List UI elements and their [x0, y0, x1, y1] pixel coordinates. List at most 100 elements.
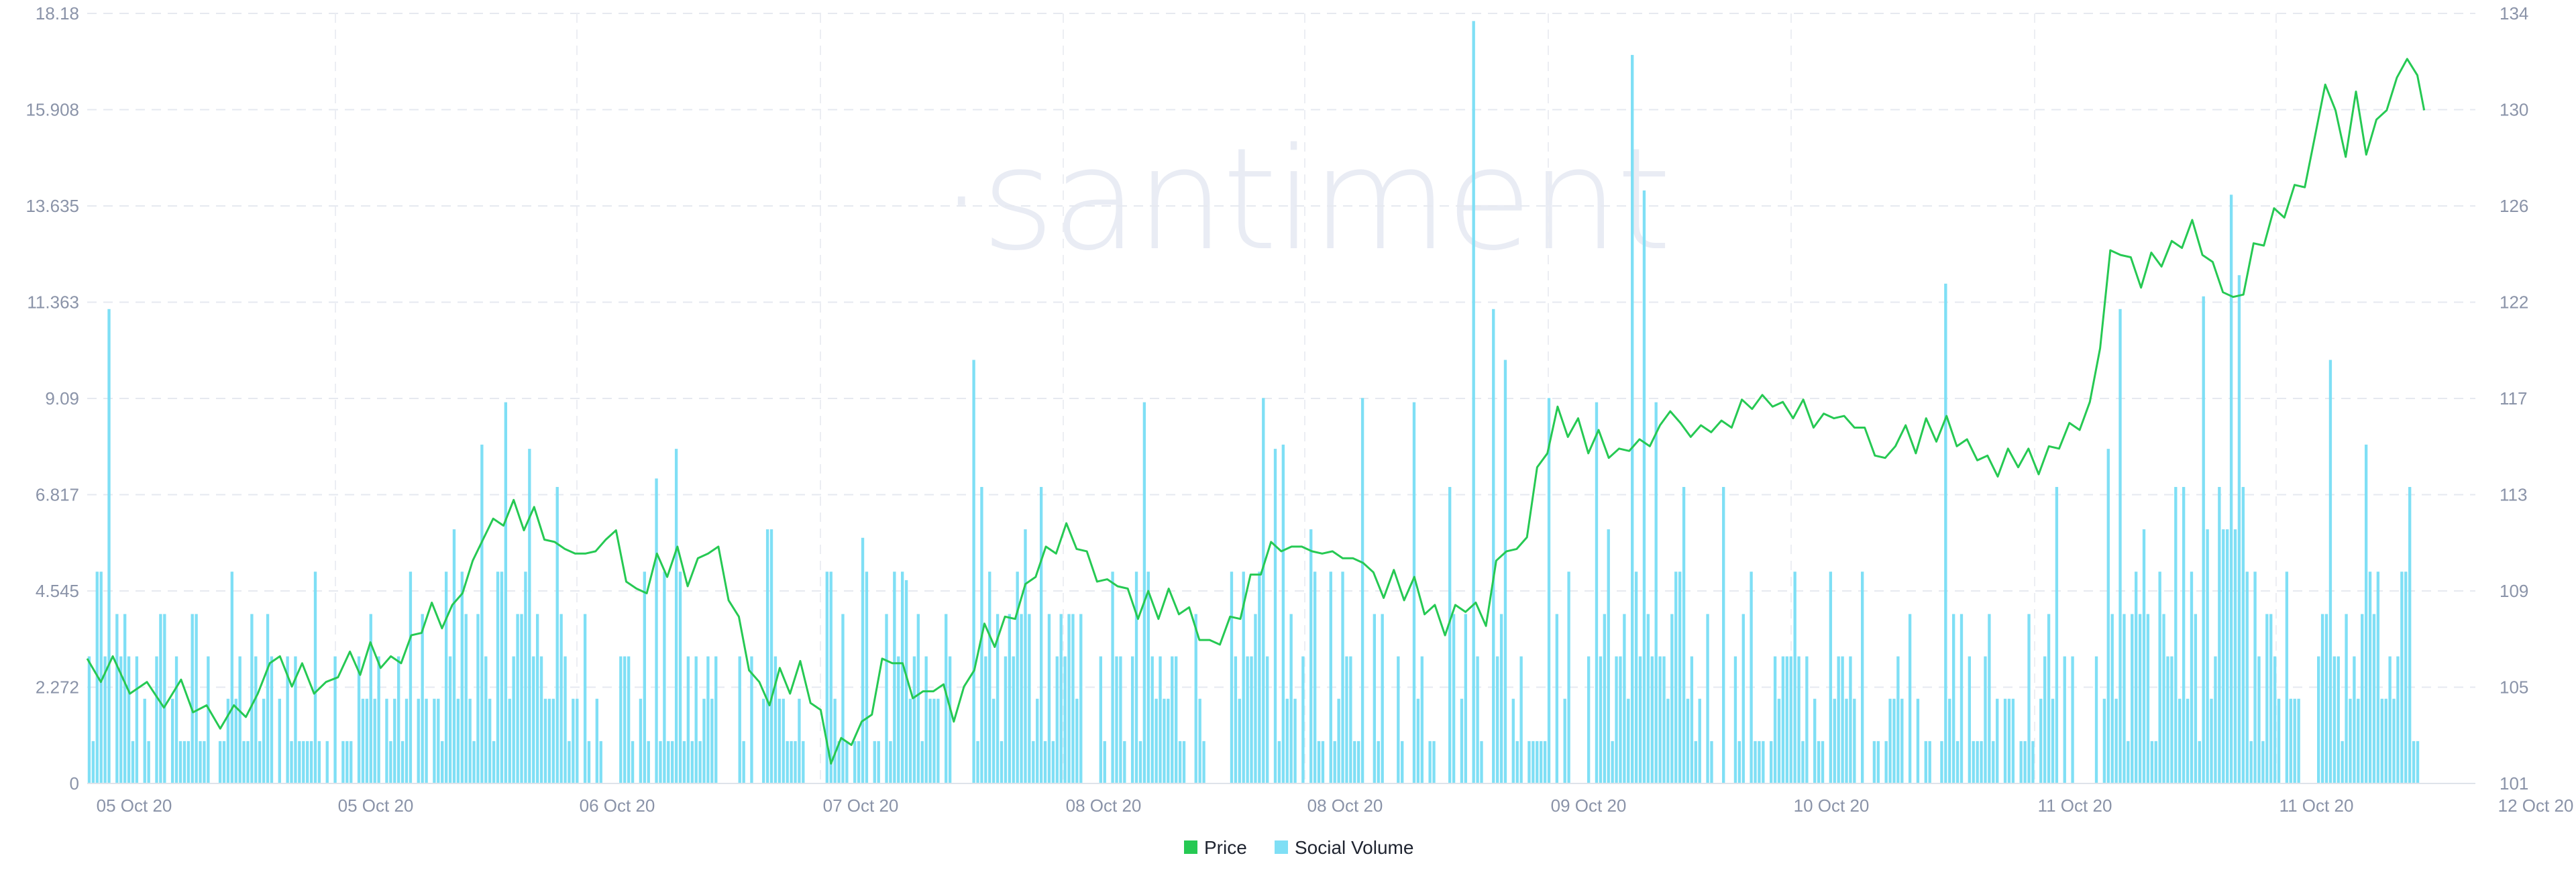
social-volume-bar [524, 571, 527, 783]
social-volume-bar [885, 614, 888, 783]
social-volume-bar [928, 698, 932, 783]
social-volume-bar [2019, 741, 2023, 783]
social-volume-bar [2261, 741, 2265, 783]
social-volume-bar [1884, 741, 1888, 783]
social-volume-bar [2226, 529, 2229, 783]
social-volume-bar [1773, 656, 1777, 783]
social-volume-bar [750, 656, 753, 783]
social-volume-bar [2214, 656, 2217, 783]
social-volume-bar [1142, 402, 1146, 783]
social-volume-bar [2127, 741, 2130, 783]
social-volume-bar [1781, 656, 1785, 783]
social-volume-bar [667, 741, 670, 783]
social-volume-bar [1000, 741, 1004, 783]
social-volume-bar [1480, 741, 1483, 783]
social-volume-bar [1951, 614, 1955, 783]
social-volume-bar [1801, 741, 1805, 783]
social-volume-bar [218, 741, 222, 783]
y-right-tick: 101 [2500, 773, 2528, 794]
social-volume-bar [1262, 398, 1265, 783]
social-volume-bar [2003, 698, 2007, 783]
social-volume-bar [647, 741, 650, 783]
social-volume-bar [2206, 529, 2209, 783]
social-volume-bar [143, 698, 146, 783]
social-volume-bar [904, 580, 908, 783]
social-volume-bar [1682, 486, 1686, 783]
social-volume-bar [1309, 529, 1313, 783]
social-volume-bar [773, 656, 777, 783]
social-volume-bar [178, 741, 182, 783]
social-volume-bar [317, 741, 321, 783]
legend-label: Social Volume [1295, 837, 1413, 858]
social-volume-bar [1171, 656, 1174, 783]
social-volume-bar [444, 571, 448, 783]
social-volume-bar [916, 614, 920, 783]
social-volume-bar [155, 656, 158, 783]
social-volume-bar [1476, 656, 1479, 783]
social-volume-bar [1872, 741, 1876, 783]
social-volume-bar [1750, 571, 1753, 783]
y-right-tick: 105 [2500, 677, 2528, 698]
social-volume-bar [1615, 656, 1618, 783]
social-volume-bar [2396, 656, 2400, 783]
social-volume-bar [504, 402, 508, 783]
social-volume-bar [393, 698, 396, 783]
social-volume-bar [405, 698, 409, 783]
social-volume-bar [1321, 741, 1325, 783]
social-volume-bar [357, 656, 361, 783]
social-volume-bar [2131, 614, 2134, 783]
social-volume-bar [1555, 614, 1559, 783]
social-volume-bar [1059, 614, 1063, 783]
social-volume-bar [587, 741, 591, 783]
y-left-tick: 11.363 [27, 292, 79, 313]
social-volume-bar [825, 571, 828, 783]
social-volume-bar [1769, 741, 1773, 783]
y-left-tick: 6.817 [36, 485, 79, 505]
social-volume-bar [559, 614, 563, 783]
social-volume-bar [1130, 656, 1134, 783]
social-volume-bar [163, 614, 166, 783]
social-volume-bar [1329, 571, 1332, 783]
social-volume-bar [1678, 571, 1682, 783]
y-right-tick: 122 [2500, 292, 2528, 313]
social-volume-bar [1377, 741, 1380, 783]
social-volume-bar [186, 741, 190, 783]
legend: Price Social Volume [1184, 837, 1413, 858]
social-volume-bar [551, 698, 555, 783]
social-volume-bar [1710, 741, 1713, 783]
social-volume-bar [1928, 741, 1931, 783]
social-volume-bar [738, 656, 741, 783]
social-volume-bar [286, 656, 289, 783]
social-volume-bar [1876, 741, 1880, 783]
social-volume-bar [226, 698, 230, 783]
social-volume-bar [174, 656, 178, 783]
social-volume-bar [1638, 656, 1642, 783]
social-volume-bar [631, 741, 635, 783]
social-volume-bar [1028, 614, 1031, 783]
social-volume-bar [1266, 656, 1269, 783]
social-volume-bar [1646, 614, 1650, 783]
social-volume-bar [1603, 614, 1606, 783]
social-volume-bar [1944, 283, 1947, 783]
social-volume-bar [1198, 698, 1201, 783]
social-volume-bar [1032, 741, 1035, 783]
social-volume-bar [1055, 656, 1059, 783]
social-volume-bar [706, 656, 710, 783]
social-volume-bar [2332, 656, 2337, 783]
social-volume-bar [627, 656, 631, 783]
social-volume-bar [1495, 656, 1499, 783]
social-volume-bar [456, 698, 460, 783]
social-volume-bar [984, 656, 987, 783]
social-volume-bar [2233, 529, 2237, 783]
social-volume-bar [1397, 656, 1400, 783]
social-volume-bar [1234, 656, 1238, 783]
social-volume-bar [2194, 614, 2198, 783]
social-volume-bar [2253, 571, 2257, 783]
social-volume-bar [1900, 698, 1904, 783]
social-volume-bar [2353, 656, 2356, 783]
social-volume-bar [2146, 614, 2150, 783]
social-volume-bar [623, 656, 627, 783]
social-volume-bar [991, 698, 996, 783]
social-volume-bar [742, 741, 745, 783]
social-volume-bar [361, 698, 365, 783]
